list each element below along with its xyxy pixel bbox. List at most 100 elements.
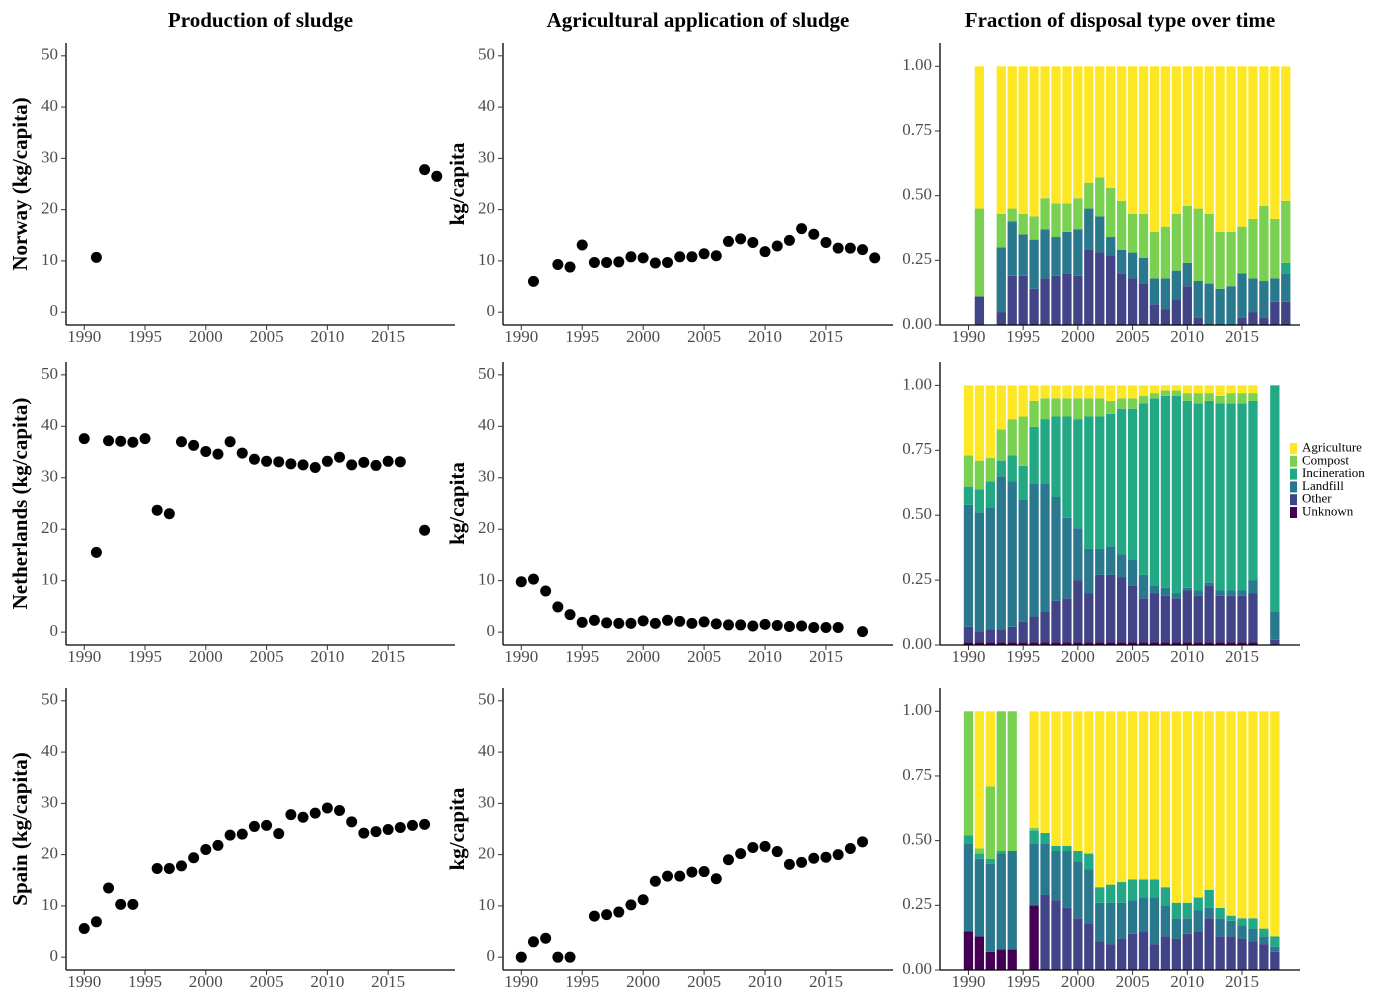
bar-segment (1171, 66, 1182, 214)
point (382, 824, 394, 836)
bar-segment (1073, 66, 1083, 199)
bar-segment (1281, 273, 1291, 302)
y-tick-label: 1.00 (902, 374, 932, 393)
point (370, 459, 382, 471)
bar-segment (1127, 66, 1138, 214)
point (820, 851, 832, 863)
point (273, 828, 285, 840)
x-tick-label: 2000 (626, 327, 660, 346)
point (588, 614, 600, 626)
y-tick-label: 50 (41, 364, 58, 383)
bar-segment (1051, 845, 1061, 851)
point (163, 862, 175, 874)
bar-segment (1149, 711, 1160, 880)
bar-segment (1171, 918, 1182, 939)
point (698, 616, 710, 628)
bar-segment (1051, 900, 1061, 970)
point (188, 439, 200, 451)
bar-segment (985, 863, 995, 952)
point (224, 436, 236, 448)
bar-segment (1051, 642, 1061, 645)
bar-segment (1040, 484, 1050, 612)
y-tick-label: 10 (41, 570, 58, 589)
legend-label: Compost (1302, 452, 1349, 467)
bar-segment (985, 711, 995, 787)
bar-segment (963, 504, 974, 627)
bar-segment (1029, 827, 1039, 831)
bar-segment (1237, 226, 1247, 274)
point (321, 455, 333, 467)
bar-segment (1073, 642, 1083, 645)
y-tick-label: 10 (478, 895, 495, 914)
bar-segment (1127, 900, 1138, 934)
bar-segment (1182, 918, 1192, 934)
y-tick-label: 0.00 (902, 314, 932, 333)
panel-title: Fraction of disposal type over time (965, 8, 1276, 32)
x-tick-label: 2000 (626, 972, 660, 990)
point (297, 811, 309, 823)
bar-segment (1193, 317, 1203, 325)
bar-segment (996, 66, 1006, 214)
bar-segment (1127, 559, 1138, 586)
bar-segment (1215, 936, 1225, 970)
bar-segment (996, 312, 1006, 325)
bar-segment (974, 853, 985, 859)
bar-segment (1116, 902, 1127, 939)
bar-segment (1106, 944, 1116, 970)
bar-segment (1248, 580, 1258, 594)
bar-segment (1204, 711, 1214, 890)
bar-segment (1062, 398, 1072, 417)
x-tick-label: 1990 (504, 647, 538, 666)
y-tick-label: 50 (41, 45, 58, 64)
bar-segment (1160, 385, 1171, 391)
bar-segment (996, 629, 1006, 643)
bar-segment (1029, 711, 1039, 828)
x-tick-label: 2010 (1170, 327, 1204, 346)
bar-segment (1138, 879, 1149, 898)
x-tick-label: 2005 (687, 647, 721, 666)
bar-segment (1215, 711, 1225, 908)
bar-segment (985, 642, 995, 645)
bar-segment (1007, 419, 1017, 456)
bar-segment (1084, 416, 1094, 549)
x-tick-label: 1990 (951, 972, 985, 990)
bar-segment (1171, 299, 1182, 325)
legend-label: Incineration (1302, 465, 1365, 480)
bar-segment (1084, 642, 1094, 645)
bar-segment (1051, 497, 1061, 601)
x-tick-label: 2005 (250, 647, 284, 666)
bar-segment (1018, 465, 1028, 500)
bar-segment (1051, 275, 1061, 325)
y-tick-label: 30 (478, 792, 495, 811)
point (394, 821, 406, 833)
bar-segment (1248, 278, 1258, 313)
x-tick-label: 2015 (371, 647, 405, 666)
bar-segment (1171, 902, 1182, 919)
bar-segment (996, 711, 1006, 851)
point (796, 856, 808, 868)
point (601, 617, 613, 629)
y-tick-label: 0.00 (902, 634, 932, 653)
bar-segment (1182, 642, 1192, 645)
bar-segment (1226, 403, 1236, 591)
bar-segment (1182, 400, 1192, 588)
point (759, 246, 771, 258)
point (808, 228, 820, 240)
bar-segment (1051, 203, 1061, 238)
point (662, 256, 674, 268)
point (540, 585, 552, 597)
bar-segment (1259, 936, 1269, 945)
bar-segment (1029, 843, 1039, 906)
bar-segment (1237, 403, 1247, 591)
point (662, 614, 674, 626)
bar-segment (1106, 237, 1116, 256)
bar-segment (1226, 286, 1236, 325)
y-tick-label: 30 (478, 467, 495, 486)
bar-segment (1116, 200, 1127, 250)
bar-segment (1051, 66, 1061, 204)
bar-segment (1204, 400, 1214, 583)
bar-segment (1182, 590, 1192, 643)
legend-label: Other (1302, 491, 1332, 506)
bar-segment (1106, 711, 1116, 885)
